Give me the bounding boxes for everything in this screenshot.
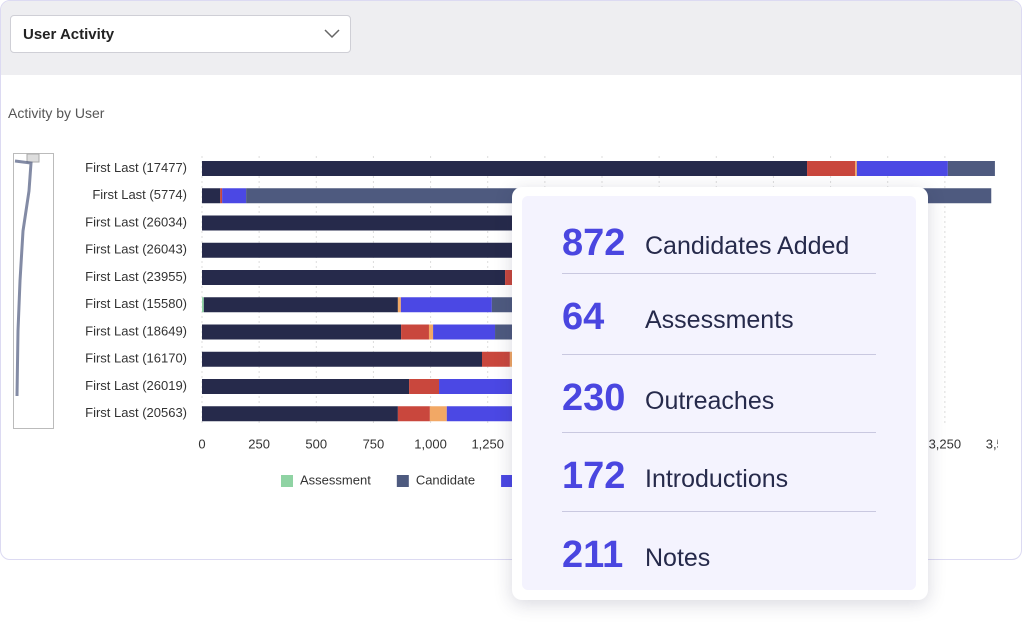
y-tick-label: First Last (26019): [85, 378, 187, 393]
bar-segment: [202, 161, 808, 176]
bar-segment: [202, 188, 221, 204]
y-tick-label: First Last (20563): [85, 405, 187, 420]
bar-segment: [429, 406, 447, 422]
stats-card: 872 Candidates Added 64 Assessments 230 Outre…: [512, 187, 928, 600]
y-tick-label: First Last (23955): [85, 269, 187, 284]
y-tick-label: First Last (16170): [85, 351, 187, 366]
legend-swatch: [281, 475, 293, 487]
stat-row: 64 Assessments: [562, 276, 876, 354]
bar-segment: [222, 188, 247, 204]
bar-segment: [220, 188, 223, 204]
legend-swatch: [396, 475, 409, 487]
section-title: Activity by User: [8, 105, 105, 121]
y-tick-label: First Last (26034): [85, 214, 187, 229]
bar-segment: [202, 379, 410, 394]
legend-swatch: [501, 475, 514, 487]
stat-row: 230 Outreaches: [562, 357, 876, 435]
x-tick-label: 250: [248, 436, 270, 451]
header: User Activity: [1, 1, 1021, 75]
minimap: [13, 153, 54, 429]
bar-segment: [401, 324, 429, 340]
x-tick-label: 1,000: [414, 436, 447, 451]
bar-segment: [202, 406, 398, 422]
stat-value: 172: [562, 455, 626, 497]
stat-label: Notes: [645, 544, 711, 572]
bar-segment: [202, 324, 402, 340]
stat-value: 230: [562, 377, 626, 419]
chevron: [324, 29, 340, 39]
dropdown[interactable]: User Activity: [10, 15, 351, 53]
bar-segment: [433, 324, 496, 340]
bar-segment: [855, 161, 857, 176]
bar-segment: [509, 351, 513, 367]
y-tick-label: First Last (18649): [85, 323, 187, 338]
stat-row: 211 Notes: [562, 514, 876, 592]
x-tick-label: 0: [198, 436, 205, 451]
bar-segment: [202, 351, 482, 367]
x-tick-label: 3,250: [929, 436, 962, 451]
stat-label: Assessments: [645, 306, 794, 334]
bar-segment: [428, 324, 434, 340]
stats-panel: 872 Candidates Added 64 Assessments 230 Outre…: [522, 196, 916, 590]
y-tick-label: First Last (17477): [85, 160, 187, 175]
y-tick-label: First Last (26043): [85, 242, 187, 257]
bar-segment: [482, 351, 510, 367]
x-tick-label: 3,500: [986, 436, 998, 451]
stat-label: Introductions: [645, 465, 789, 493]
bar-segment: [446, 406, 527, 422]
bar-segment: [409, 379, 440, 394]
bar-segment: [397, 297, 401, 313]
x-tick-label: 500: [305, 436, 327, 451]
bar-segment: [202, 270, 506, 285]
bar-segment: [203, 297, 398, 313]
separator: [562, 354, 876, 355]
bar-segment: [947, 161, 995, 176]
stat-label: Outreaches: [645, 387, 775, 415]
separator: [562, 511, 876, 512]
stat-row: 872 Candidates Added: [562, 202, 876, 280]
stat-value: 64: [562, 296, 605, 338]
separator: [562, 273, 876, 274]
stat-row: 172 Introductions: [562, 435, 876, 513]
bar-segment: [397, 406, 430, 422]
stat-value: 211: [562, 534, 624, 576]
bar-segment: [439, 379, 531, 394]
x-tick-label: 1,250: [471, 436, 504, 451]
separator: [562, 432, 876, 433]
x-tick-label: 750: [363, 436, 385, 451]
bar-segment: [202, 297, 204, 313]
dropdown-label: User Activity: [23, 26, 115, 43]
stat-value: 872: [562, 222, 626, 264]
bar-segment: [807, 161, 856, 176]
bar-segment: [856, 161, 948, 176]
bar-segment: [400, 297, 492, 313]
legend-label: Assessment: [300, 472, 371, 487]
y-tick-label: First Last (5774): [92, 187, 187, 202]
legend-label: Candidate: [416, 472, 475, 487]
stat-label: Candidates Added: [645, 232, 850, 260]
y-tick-label: First Last (15580): [85, 296, 187, 311]
